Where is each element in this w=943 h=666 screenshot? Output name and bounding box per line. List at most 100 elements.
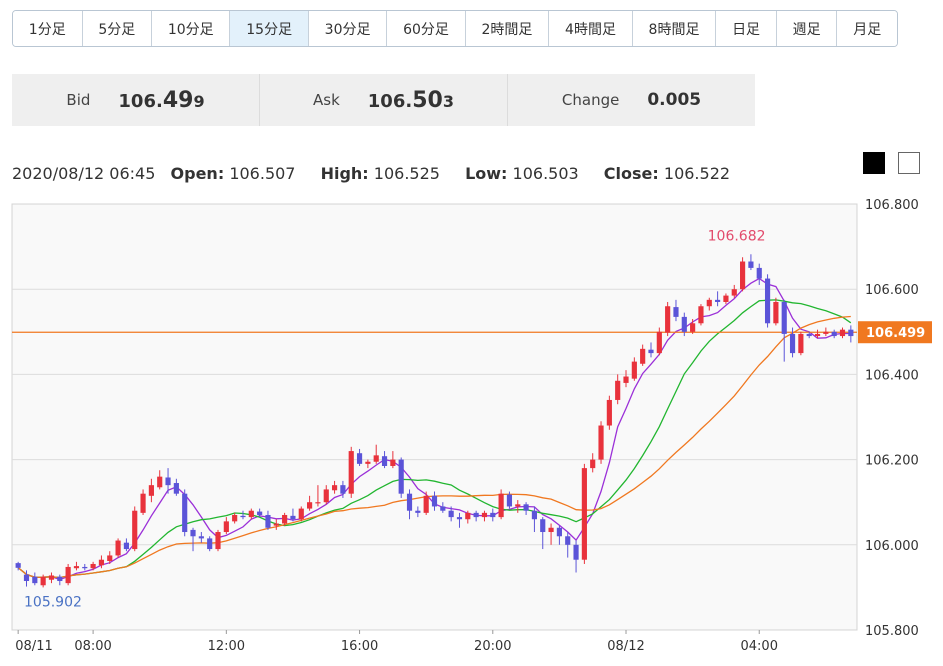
min-price-label: 105.902 — [24, 595, 82, 611]
candle-body — [548, 527, 554, 533]
candle-body — [248, 510, 254, 518]
candle-body — [498, 493, 504, 518]
candle-body — [23, 574, 30, 582]
timeframe-button-11[interactable]: 月足 — [837, 11, 897, 46]
candle-body — [665, 306, 671, 333]
candle-body — [373, 455, 379, 462]
open-value: 106.507 — [229, 164, 296, 183]
x-tick-label: 08/12 — [607, 639, 644, 654]
high-value: 106.525 — [373, 164, 440, 183]
candle-body — [190, 529, 196, 537]
ohlc-close: Close: 106.522 — [604, 164, 740, 183]
ask-value-main: 106. — [367, 90, 413, 112]
candle-body — [556, 527, 562, 537]
candle-body — [615, 380, 621, 400]
candle-body — [107, 555, 113, 561]
x-tick-label: 08/11 — [15, 639, 52, 654]
candle-body — [90, 563, 96, 569]
timeframe-button-6[interactable]: 2時間足 — [465, 11, 550, 46]
candle-body — [473, 512, 479, 518]
x-tick-label: 12:00 — [208, 639, 245, 654]
dark-theme-button[interactable] — [863, 152, 885, 174]
candle-body — [773, 301, 779, 324]
x-tick-label: 04:00 — [741, 639, 778, 654]
candle-body — [340, 485, 346, 494]
timeframe-button-10[interactable]: 週足 — [776, 11, 838, 46]
candle-body — [814, 333, 821, 337]
candle-body — [440, 506, 446, 511]
candle-body — [423, 495, 429, 513]
candle-body — [848, 329, 854, 337]
x-tick-label: 08:00 — [74, 639, 111, 654]
candle-body — [673, 307, 679, 317]
candle-body — [298, 508, 304, 520]
candle-body — [590, 459, 596, 469]
candle-body — [740, 261, 746, 290]
candle-body — [32, 576, 38, 584]
candle-body — [481, 512, 488, 518]
candle-body — [240, 515, 246, 518]
candle-body — [823, 331, 829, 334]
high-label: High: — [320, 164, 369, 183]
candle-body — [715, 299, 721, 302]
ohlc-readout: 2020/08/12 06:45 Open: 106.507 High: 106… — [12, 164, 750, 183]
candle-body — [506, 494, 513, 507]
close-value: 106.522 — [663, 164, 731, 183]
candle-body — [65, 566, 71, 584]
candle-body — [390, 459, 396, 466]
candle-body — [789, 333, 796, 354]
current-price-label: 106.499 — [866, 326, 925, 341]
candle-body — [756, 267, 762, 279]
y-tick-label: 106.000 — [865, 539, 919, 554]
bid-value-small: 9 — [193, 91, 205, 111]
candle-body — [640, 348, 646, 364]
candle-body — [132, 510, 138, 550]
x-tick-label: 20:00 — [474, 639, 511, 654]
candle-body — [798, 333, 804, 354]
quote-panel: Bid 106.499 Ask 106.503 Change 0.005 — [12, 74, 755, 126]
timeframe-button-7[interactable]: 4時間足 — [549, 11, 633, 46]
candle-body — [115, 540, 121, 556]
candle-body — [207, 538, 213, 550]
timeframe-button-1[interactable]: 5分足 — [82, 11, 153, 46]
candle-body — [698, 306, 704, 324]
bid-value: 106.499 — [118, 88, 204, 113]
timeframe-button-2[interactable]: 10分足 — [152, 11, 231, 46]
change-cell: Change 0.005 — [508, 74, 755, 126]
low-value: 106.503 — [512, 164, 579, 183]
candle-body — [565, 536, 571, 545]
candle-body — [165, 477, 171, 486]
candle-body — [273, 523, 279, 526]
candle-body — [598, 425, 604, 460]
candle-body — [764, 278, 771, 324]
timeframe-button-9[interactable]: 日足 — [716, 11, 777, 46]
candle-body — [348, 451, 354, 494]
candle-body — [648, 349, 654, 354]
candle-body — [531, 510, 538, 520]
plot-area — [11, 203, 858, 631]
timeframe-button-4[interactable]: 30分足 — [308, 11, 388, 46]
bid-value-main: 106. — [118, 90, 163, 112]
candle-body — [448, 510, 454, 518]
light-theme-button[interactable] — [898, 152, 920, 174]
ohlc-low: Low: 106.503 — [465, 164, 589, 183]
candle-body — [232, 514, 238, 522]
candle-body — [781, 301, 787, 334]
timeframe-button-8[interactable]: 8時間足 — [632, 11, 717, 46]
ask-value: 106.503 — [368, 88, 454, 113]
y-tick-label: 106.800 — [865, 198, 919, 213]
timeframe-button-0[interactable]: 1分足 — [13, 11, 83, 46]
candle-body — [73, 566, 80, 569]
timeframe-button-3[interactable]: 15分足 — [230, 11, 309, 46]
ma-mid-line — [17, 299, 852, 579]
candle-body — [723, 295, 729, 302]
close-label: Close: — [603, 164, 659, 183]
candle-body — [398, 459, 404, 494]
candlestick-chart[interactable]: 106.800 106.600 106.400 106.200 106.000 105.8… — [0, 190, 943, 666]
ask-cell: Ask 106.503 — [260, 74, 508, 126]
candle-body — [265, 514, 271, 528]
candle-body — [282, 514, 288, 524]
timeframe-button-5[interactable]: 60分足 — [387, 11, 466, 46]
candle-body — [290, 515, 296, 520]
candle-body — [831, 331, 837, 337]
